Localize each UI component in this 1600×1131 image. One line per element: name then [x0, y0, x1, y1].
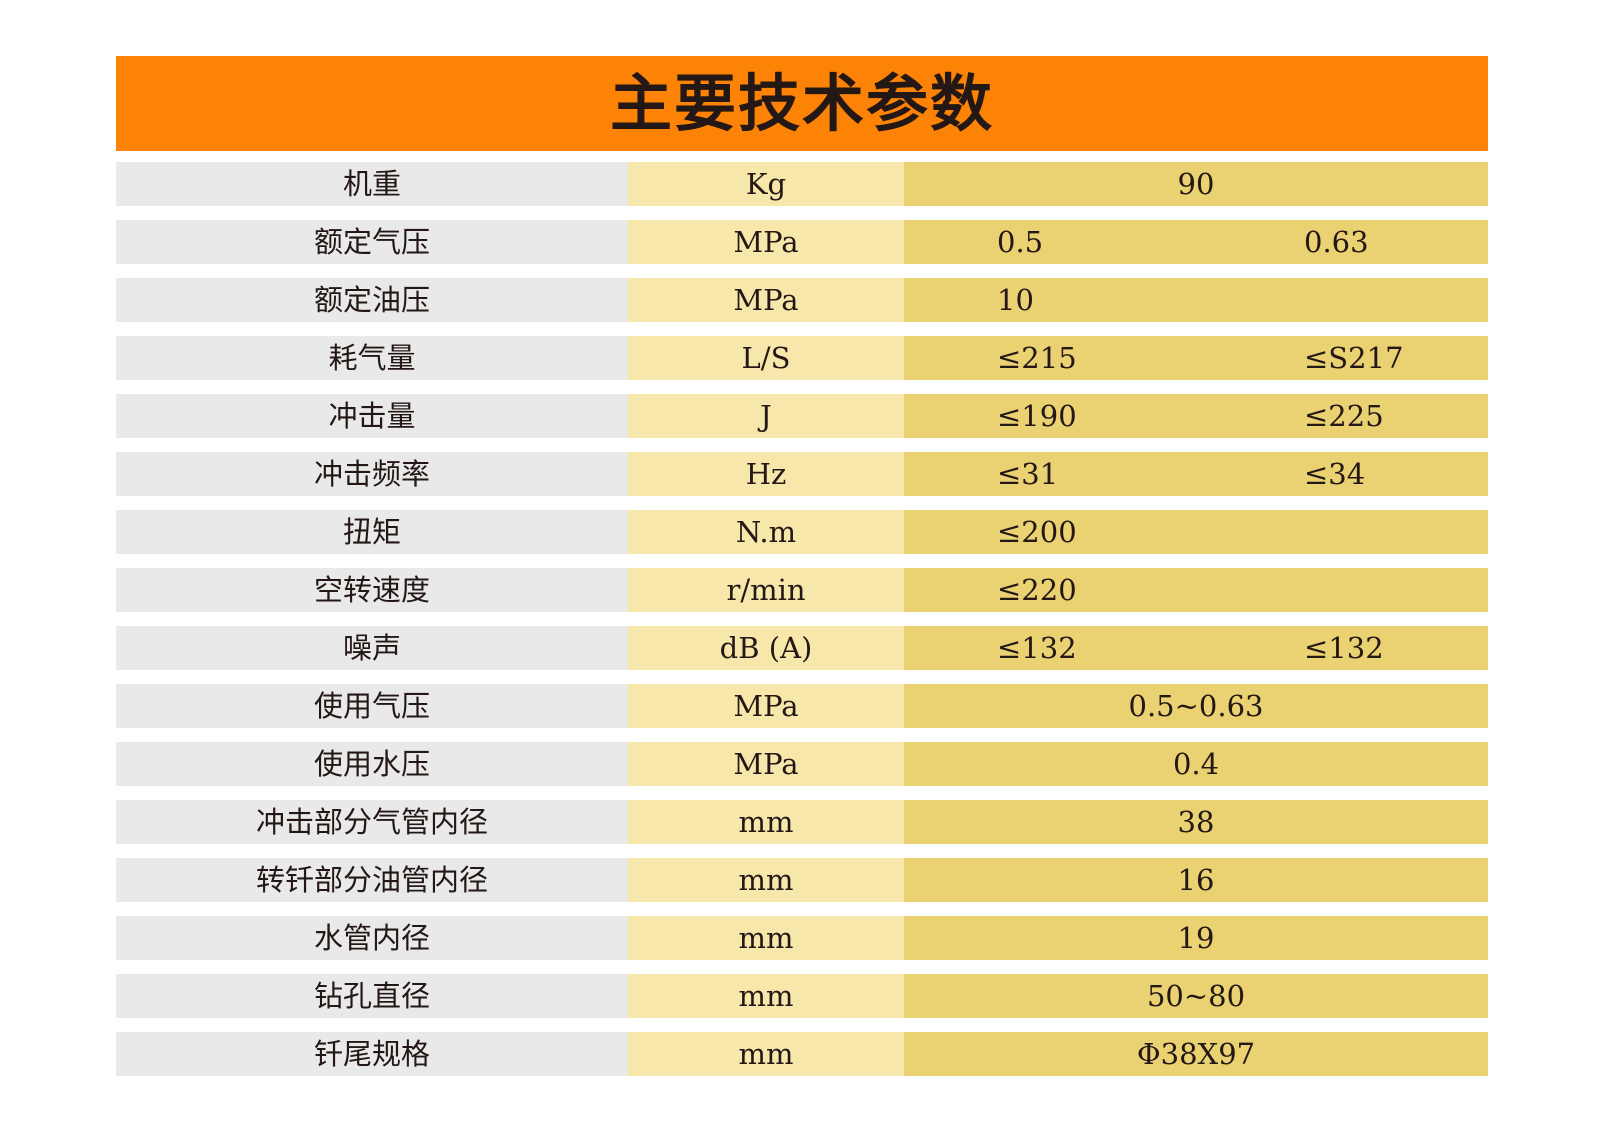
- parameter-name: 耗气量: [116, 336, 628, 380]
- parameter-value: 50~80: [1146, 979, 1246, 1013]
- parameter-unit: MPa: [628, 278, 904, 322]
- parameter-value-cell: ≤220: [904, 568, 1488, 612]
- title-bar: 主要技术参数: [116, 56, 1488, 151]
- parameter-name: 额定气压: [116, 220, 628, 264]
- table-row: 空转速度 r/min ≤220: [116, 568, 1488, 612]
- parameter-unit: dB (A): [628, 626, 904, 670]
- spec-table: 机重 Kg 90 额定气压 MPa 0.5 0.63 额定油压 MPa 10 耗气量 L/S ≤215 ≤…: [116, 162, 1488, 1076]
- table-row: 冲击部分气管内径 mm 38: [116, 800, 1488, 844]
- parameter-unit: MPa: [628, 742, 904, 786]
- parameter-value-cell: 38: [904, 800, 1488, 844]
- table-row: 水管内径 mm 19: [116, 916, 1488, 960]
- table-row: 额定油压 MPa 10: [116, 278, 1488, 322]
- parameter-value: 10: [997, 283, 1034, 317]
- parameter-value: ≤S217: [1304, 341, 1404, 375]
- parameter-value-cell: ≤215 ≤S217: [904, 336, 1488, 380]
- parameter-value-cell: ≤31 ≤34: [904, 452, 1488, 496]
- parameter-name: 空转速度: [116, 568, 628, 612]
- parameter-value: 0.5~0.63: [1128, 689, 1264, 723]
- parameter-unit: N.m: [628, 510, 904, 554]
- parameter-value-cell: 0.4: [904, 742, 1488, 786]
- parameter-value-cell: Φ38X97: [904, 1032, 1488, 1076]
- parameter-value: ≤190: [997, 399, 1077, 433]
- parameter-name: 水管内径: [116, 916, 628, 960]
- table-row: 钎尾规格 mm Φ38X97: [116, 1032, 1488, 1076]
- parameter-name: 使用水压: [116, 742, 628, 786]
- parameter-unit: mm: [628, 1032, 904, 1076]
- parameter-name: 扭矩: [116, 510, 628, 554]
- parameter-value: 0.4: [1172, 747, 1220, 781]
- parameter-value-cell: ≤190 ≤225: [904, 394, 1488, 438]
- parameter-unit: Kg: [628, 162, 904, 206]
- parameter-value: 38: [1177, 805, 1215, 839]
- table-row: 耗气量 L/S ≤215 ≤S217: [116, 336, 1488, 380]
- table-row: 扭矩 N.m ≤200: [116, 510, 1488, 554]
- parameter-value-cell: 19: [904, 916, 1488, 960]
- table-row: 使用气压 MPa 0.5~0.63: [116, 684, 1488, 728]
- parameter-unit: mm: [628, 974, 904, 1018]
- parameter-value: ≤132: [1304, 631, 1384, 665]
- table-row: 机重 Kg 90: [116, 162, 1488, 206]
- parameter-value: 90: [1177, 167, 1215, 201]
- parameter-value: ≤200: [997, 515, 1077, 549]
- parameter-value: ≤220: [997, 573, 1077, 607]
- parameter-value: 0.63: [1304, 225, 1369, 259]
- parameter-value-cell: 50~80: [904, 974, 1488, 1018]
- table-row: 使用水压 MPa 0.4: [116, 742, 1488, 786]
- parameter-name: 额定油压: [116, 278, 628, 322]
- parameter-value-cell: 10: [904, 278, 1488, 322]
- parameter-unit: mm: [628, 800, 904, 844]
- parameter-value: ≤215: [997, 341, 1077, 375]
- parameter-value: Φ38X97: [1136, 1037, 1256, 1071]
- parameter-value-cell: ≤200: [904, 510, 1488, 554]
- parameter-value: 19: [1177, 921, 1215, 955]
- parameter-unit: MPa: [628, 220, 904, 264]
- parameter-name: 转钎部分油管内径: [116, 858, 628, 902]
- parameter-name: 冲击量: [116, 394, 628, 438]
- parameter-value: ≤132: [997, 631, 1077, 665]
- parameter-value: ≤34: [1304, 457, 1366, 491]
- parameter-value-cell: 90: [904, 162, 1488, 206]
- parameter-unit: MPa: [628, 684, 904, 728]
- parameter-unit: L/S: [628, 336, 904, 380]
- parameter-name: 冲击部分气管内径: [116, 800, 628, 844]
- parameter-value: 16: [1177, 863, 1215, 897]
- table-row: 冲击量 J ≤190 ≤225: [116, 394, 1488, 438]
- parameter-name: 冲击频率: [116, 452, 628, 496]
- parameter-unit: mm: [628, 916, 904, 960]
- parameter-unit: Hz: [628, 452, 904, 496]
- parameter-name: 噪声: [116, 626, 628, 670]
- parameter-value-cell: 0.5 0.63: [904, 220, 1488, 264]
- parameter-value: ≤31: [997, 457, 1059, 491]
- spec-sheet: 主要技术参数 机重 Kg 90 额定气压 MPa 0.5 0.63 额定油压 MPa 10 耗气量 L…: [116, 56, 1488, 1076]
- table-row: 额定气压 MPa 0.5 0.63: [116, 220, 1488, 264]
- table-row: 转钎部分油管内径 mm 16: [116, 858, 1488, 902]
- parameter-unit: J: [628, 394, 904, 438]
- page-title: 主要技术参数: [609, 66, 994, 140]
- parameter-unit: mm: [628, 858, 904, 902]
- parameter-name: 使用气压: [116, 684, 628, 728]
- parameter-name: 机重: [116, 162, 628, 206]
- parameter-name: 钎尾规格: [116, 1032, 628, 1076]
- table-row: 冲击频率 Hz ≤31 ≤34: [116, 452, 1488, 496]
- parameter-name: 钻孔直径: [116, 974, 628, 1018]
- parameter-unit: r/min: [628, 568, 904, 612]
- parameter-value: ≤225: [1304, 399, 1384, 433]
- parameter-value-cell: 16: [904, 858, 1488, 902]
- table-row: 钻孔直径 mm 50~80: [116, 974, 1488, 1018]
- parameter-value: 0.5: [997, 225, 1044, 259]
- table-row: 噪声 dB (A) ≤132 ≤132: [116, 626, 1488, 670]
- parameter-value-cell: 0.5~0.63: [904, 684, 1488, 728]
- parameter-value-cell: ≤132 ≤132: [904, 626, 1488, 670]
